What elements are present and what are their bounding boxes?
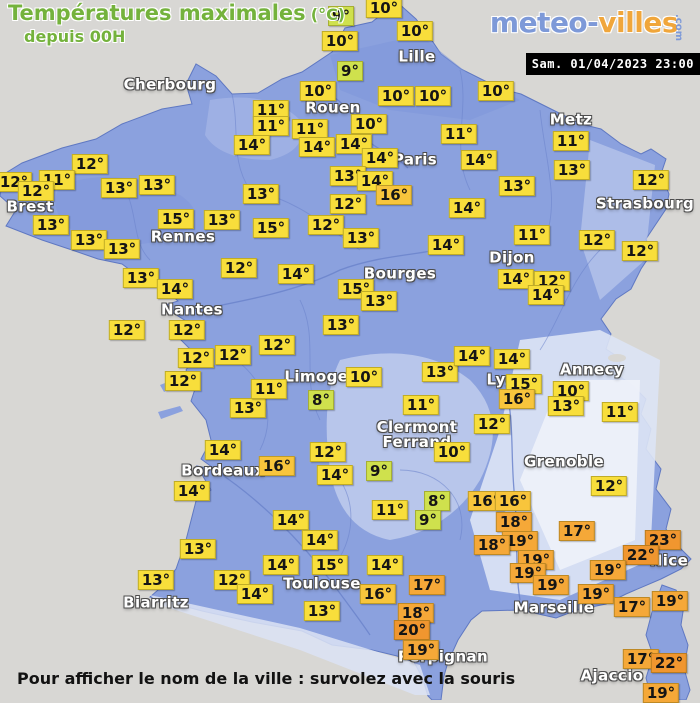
datetime-stamp: Sam. 01/04/2023 23:00 <box>525 53 700 75</box>
dept-border <box>399 469 463 541</box>
map-title-block: Températures maximales (°C) depuis 00H <box>8 1 345 46</box>
page-title: Températures maximales <box>8 1 306 25</box>
river-loire <box>185 247 446 313</box>
hover-instruction-text: Pour afficher le nom de la ville : survo… <box>17 669 516 688</box>
shade-north <box>330 35 520 120</box>
meteo-villes-logo[interactable]: meteo-villes <box>489 6 679 39</box>
relief-alps-high <box>520 380 640 570</box>
logo-com-suffix: .com <box>672 13 684 42</box>
title-unit: (°C) <box>310 5 346 24</box>
relief-pyrenees <box>150 595 430 695</box>
logo-part-orange: villes <box>598 6 678 39</box>
lake-geneva <box>608 354 626 362</box>
ile-oleron <box>158 406 183 419</box>
dept-border <box>539 249 601 351</box>
title-subtitle: depuis 00H <box>24 27 126 46</box>
logo-part-blue: meteo- <box>489 6 599 39</box>
